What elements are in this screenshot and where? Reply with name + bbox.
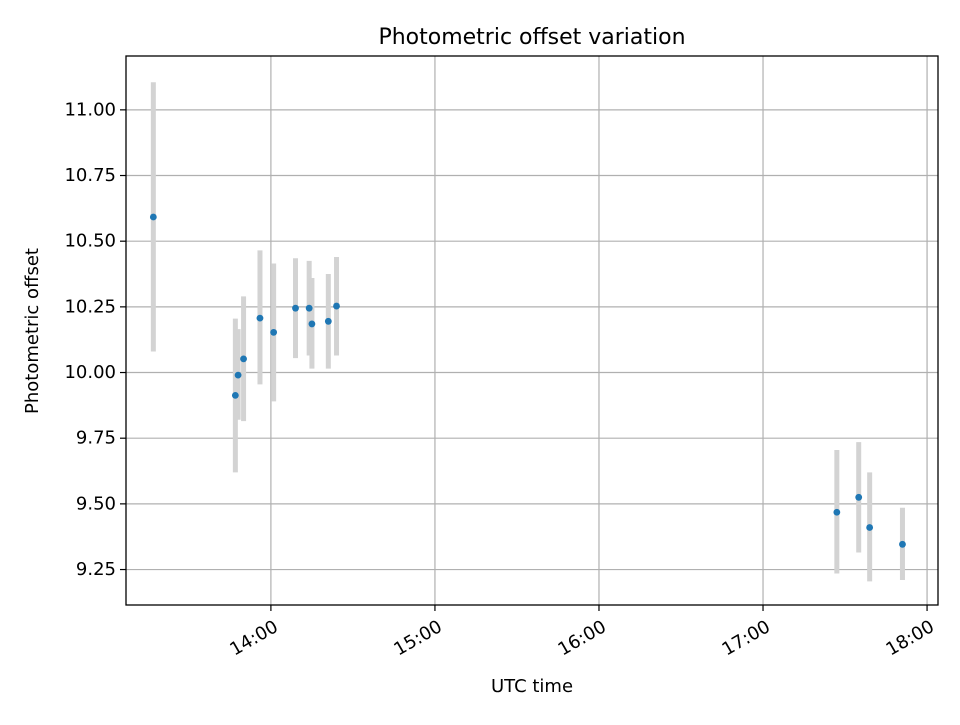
data-point: [240, 355, 247, 363]
plot-frame: [125, 55, 939, 606]
data-point: [149, 213, 157, 221]
data-point: [855, 493, 863, 501]
y-tick-label: 9.25: [76, 559, 116, 580]
chart-title: Photometric offset variation: [378, 25, 685, 50]
data-point: [256, 314, 264, 322]
data-point: [324, 317, 332, 325]
data-point: [270, 328, 278, 336]
data-point: [231, 391, 239, 399]
data-point: [899, 540, 906, 548]
y-tick-label: 9.50: [76, 493, 116, 514]
x-tick-label: 18:00: [883, 616, 938, 660]
data-point: [833, 508, 841, 516]
data-point: [234, 371, 242, 379]
x-axis: 14:00 15:00 16:00 17:00 18:00: [226, 605, 938, 660]
y-tick-label: 11.00: [64, 99, 116, 120]
y-axis: 9.25 9.50 9.75 10.00 10.25 10.50 10.75 11.00: [64, 99, 126, 580]
y-axis-label: Photometric offset: [22, 248, 43, 414]
data-point: [292, 304, 299, 312]
data-point: [305, 304, 313, 312]
x-tick-label: 14:00: [226, 616, 281, 660]
x-tick-label: 15:00: [390, 616, 445, 660]
x-axis-label: UTC time: [491, 676, 573, 697]
x-tick-label: 16:00: [554, 616, 609, 660]
x-tick-label: 17:00: [718, 616, 773, 660]
grid: [126, 56, 938, 605]
data-points: [149, 213, 906, 548]
y-tick-label: 9.75: [76, 428, 116, 449]
data-point: [866, 524, 874, 531]
y-tick-label: 10.75: [64, 165, 116, 186]
error-bars: [150, 82, 905, 582]
data-point: [308, 320, 316, 328]
y-tick-label: 10.00: [64, 362, 116, 383]
y-tick-label: 10.25: [64, 296, 116, 317]
y-tick-label: 10.50: [64, 231, 116, 252]
data-point: [333, 302, 340, 310]
